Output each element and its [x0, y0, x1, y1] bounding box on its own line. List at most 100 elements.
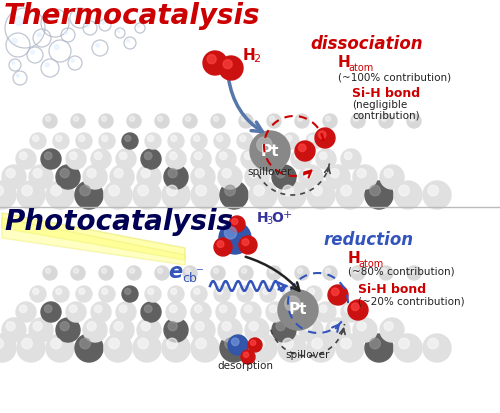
Circle shape: [216, 149, 236, 169]
Circle shape: [102, 268, 106, 273]
Circle shape: [241, 302, 261, 322]
Circle shape: [217, 241, 224, 247]
Circle shape: [211, 114, 225, 128]
Circle shape: [191, 334, 219, 362]
Circle shape: [294, 152, 302, 159]
Circle shape: [298, 144, 306, 152]
Circle shape: [54, 45, 59, 50]
Circle shape: [220, 181, 248, 209]
Circle shape: [70, 305, 77, 313]
Circle shape: [32, 288, 39, 294]
Circle shape: [75, 181, 103, 209]
Circle shape: [148, 135, 154, 142]
Circle shape: [20, 152, 27, 159]
Circle shape: [110, 165, 134, 189]
Circle shape: [94, 152, 102, 159]
Circle shape: [249, 322, 258, 331]
Circle shape: [254, 185, 264, 196]
Circle shape: [12, 62, 14, 64]
Circle shape: [76, 133, 92, 149]
Circle shape: [278, 181, 306, 209]
Circle shape: [399, 185, 409, 196]
Circle shape: [64, 31, 68, 34]
Circle shape: [250, 131, 290, 171]
Circle shape: [410, 116, 414, 121]
Circle shape: [78, 135, 85, 142]
Circle shape: [162, 181, 190, 209]
Circle shape: [83, 165, 107, 189]
Circle shape: [118, 30, 120, 32]
Circle shape: [66, 149, 86, 169]
Circle shape: [114, 169, 123, 178]
Text: +: +: [283, 210, 292, 220]
Circle shape: [320, 305, 327, 313]
Circle shape: [137, 165, 161, 189]
Circle shape: [330, 169, 339, 178]
Circle shape: [423, 334, 451, 362]
Circle shape: [224, 227, 236, 239]
Circle shape: [222, 322, 231, 331]
Circle shape: [0, 185, 4, 196]
Circle shape: [308, 135, 315, 142]
Bar: [0, 0, 500, 207]
Text: H: H: [338, 55, 351, 70]
Circle shape: [51, 338, 62, 349]
Circle shape: [130, 116, 134, 121]
Text: (negligible: (negligible: [352, 100, 407, 110]
Circle shape: [102, 116, 106, 121]
Circle shape: [6, 169, 15, 178]
Circle shape: [394, 334, 422, 362]
Circle shape: [295, 141, 315, 161]
Circle shape: [351, 114, 365, 128]
Circle shape: [291, 302, 311, 322]
Circle shape: [316, 302, 336, 322]
Circle shape: [133, 181, 161, 209]
Circle shape: [384, 169, 393, 178]
Circle shape: [283, 286, 299, 302]
Text: contribution): contribution): [352, 110, 420, 120]
Circle shape: [53, 286, 69, 302]
Circle shape: [138, 185, 148, 196]
Circle shape: [109, 338, 120, 349]
Circle shape: [245, 318, 269, 342]
Circle shape: [71, 266, 85, 280]
Circle shape: [91, 149, 111, 169]
Circle shape: [166, 149, 186, 169]
Circle shape: [353, 165, 377, 189]
Circle shape: [60, 169, 69, 178]
Circle shape: [241, 149, 261, 169]
Circle shape: [168, 286, 184, 302]
Circle shape: [138, 25, 140, 27]
Circle shape: [239, 266, 253, 280]
Circle shape: [46, 63, 50, 67]
Circle shape: [326, 318, 350, 342]
Circle shape: [267, 266, 281, 280]
Text: Si-H bond: Si-H bond: [358, 283, 426, 296]
Circle shape: [91, 302, 111, 322]
Circle shape: [74, 268, 78, 273]
Circle shape: [239, 236, 257, 254]
Circle shape: [104, 181, 132, 209]
Circle shape: [323, 266, 337, 280]
Circle shape: [30, 286, 46, 302]
Circle shape: [207, 55, 216, 64]
Circle shape: [244, 152, 252, 159]
Circle shape: [86, 24, 90, 27]
Circle shape: [344, 305, 352, 313]
Circle shape: [33, 322, 42, 331]
Circle shape: [341, 338, 351, 349]
Circle shape: [32, 135, 39, 142]
Circle shape: [232, 338, 239, 346]
Circle shape: [308, 288, 315, 294]
Circle shape: [127, 114, 141, 128]
Circle shape: [211, 266, 225, 280]
Circle shape: [191, 165, 215, 189]
Circle shape: [222, 169, 231, 178]
Text: spillover: spillover: [286, 350, 330, 360]
Circle shape: [167, 338, 177, 349]
Circle shape: [155, 266, 169, 280]
Circle shape: [220, 305, 227, 313]
Circle shape: [194, 305, 202, 313]
Circle shape: [203, 51, 227, 75]
Circle shape: [303, 322, 312, 331]
